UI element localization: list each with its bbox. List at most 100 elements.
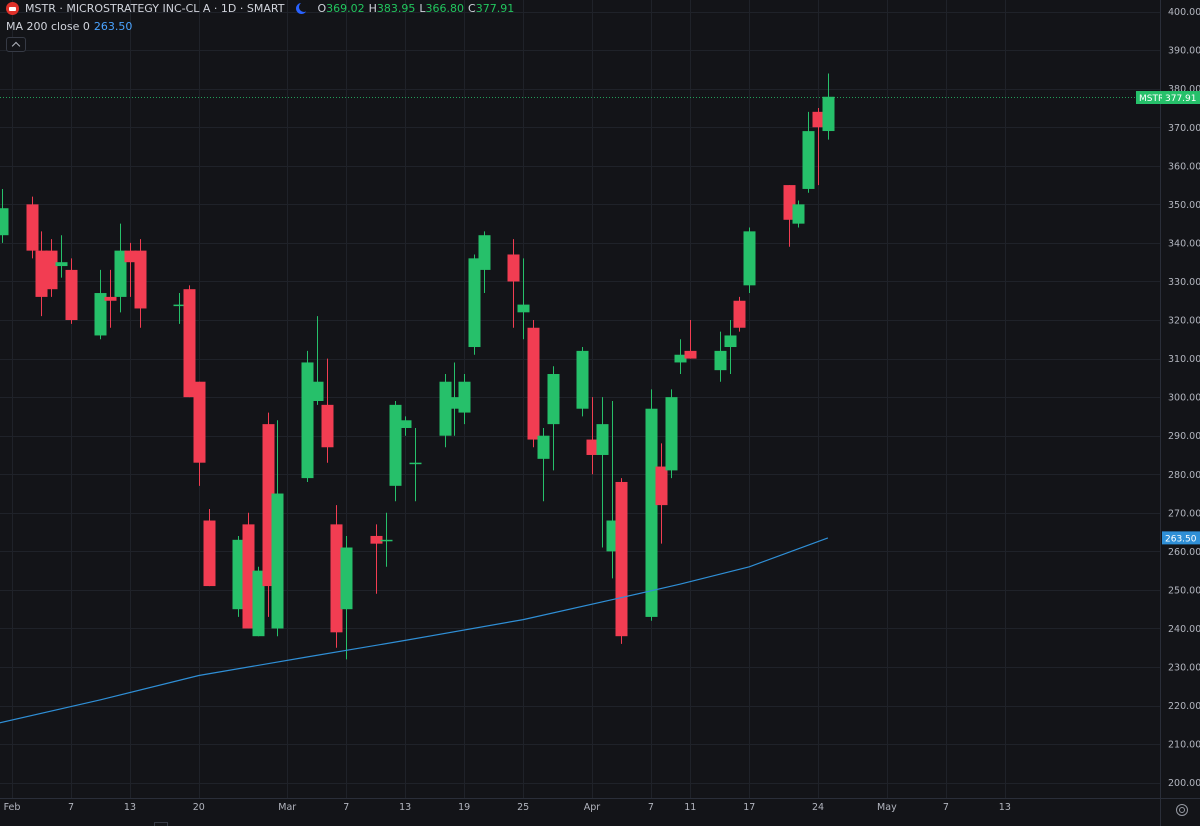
candle-body xyxy=(301,362,314,479)
candle-body xyxy=(114,250,127,297)
price-tick-label: 380.00 xyxy=(1168,84,1200,95)
price-tick-label: 220.00 xyxy=(1168,701,1200,712)
time-tick-label: 7 xyxy=(648,802,654,813)
ohlc-key: O xyxy=(317,2,327,15)
price-tick-label: 350.00 xyxy=(1168,200,1200,211)
ohlc-close: 377.91 xyxy=(475,2,515,15)
price-tick-label: 320.00 xyxy=(1168,316,1200,327)
price-tick-label: 230.00 xyxy=(1168,663,1200,674)
candle-body xyxy=(409,462,422,465)
candle-body xyxy=(0,208,9,236)
candle-body xyxy=(822,96,835,132)
candle-body xyxy=(812,111,825,128)
time-tick-label: Feb xyxy=(4,802,21,813)
time-tick-label: 25 xyxy=(517,802,529,813)
candle-body xyxy=(645,408,658,617)
ohlc-low: 366.80 xyxy=(425,2,465,15)
ohlc-values: O369.02 H383.95 L366.80 C377.91 xyxy=(317,2,514,15)
chevron-up-icon[interactable] xyxy=(6,37,26,52)
candle-body xyxy=(193,381,206,463)
candle-body xyxy=(321,404,334,448)
last-price-symbol-box xyxy=(1136,91,1170,104)
candle-body xyxy=(35,250,48,297)
price-tick-label: 300.00 xyxy=(1168,393,1200,404)
chart-legend: MSTR · MICROSTRATEGY INC-CL A · 1D · SMA… xyxy=(6,2,514,15)
price-tick-label: 360.00 xyxy=(1168,161,1200,172)
candle-body xyxy=(124,250,137,263)
candle-body xyxy=(252,570,265,637)
symbol-title[interactable]: MSTR · MICROSTRATEGY INC-CL A · 1D · SMA… xyxy=(25,2,285,15)
price-tick-label: 310.00 xyxy=(1168,354,1200,365)
candle-body xyxy=(527,327,540,440)
ma-legend-value: 263.50 xyxy=(93,20,133,33)
candle-body xyxy=(733,300,746,328)
candle-body xyxy=(468,258,481,348)
candle-body xyxy=(517,304,530,313)
candle-body xyxy=(576,350,589,409)
gear-icon[interactable] xyxy=(1176,804,1188,816)
candle-body xyxy=(714,350,727,371)
ma-legend-label: MA 200 close 0 xyxy=(6,20,90,33)
candle-body xyxy=(674,354,687,363)
price-tick-label: 210.00 xyxy=(1168,740,1200,751)
candle-body xyxy=(380,539,393,542)
candle-body xyxy=(26,204,39,251)
ohlc-key: H xyxy=(368,2,377,15)
candle-body xyxy=(596,424,609,455)
candle-body xyxy=(134,250,147,309)
candle-body xyxy=(743,231,756,286)
pane-resize-handle[interactable] xyxy=(154,822,168,826)
candle-body xyxy=(271,493,284,629)
time-tick-label: May xyxy=(877,802,897,813)
last-price-value-box xyxy=(1162,91,1200,104)
ma200-line xyxy=(0,537,829,724)
price-tick-label: 400.00 xyxy=(1168,7,1200,18)
moon-icon xyxy=(296,2,310,14)
price-tick-label: 280.00 xyxy=(1168,470,1200,481)
ma-value-label: 263.50 xyxy=(1165,534,1197,544)
candle-body xyxy=(655,466,668,506)
price-tick-label: 200.00 xyxy=(1168,778,1200,789)
time-tick-label: 24 xyxy=(812,802,824,813)
price-tick-label: 270.00 xyxy=(1168,508,1200,519)
price-tick-label: 390.00 xyxy=(1168,46,1200,57)
time-tick-label: Mar xyxy=(278,802,296,813)
candle-body xyxy=(586,439,599,455)
last-price-symbol: MSTR xyxy=(1139,94,1164,104)
ohlc-high: 383.95 xyxy=(376,2,416,15)
price-tick-label: 250.00 xyxy=(1168,585,1200,596)
ma-legend[interactable]: MA 200 close 0 263.50 xyxy=(6,20,132,33)
time-tick-label: 7 xyxy=(68,802,74,813)
candle-body xyxy=(203,520,216,587)
candle-body xyxy=(94,293,107,336)
candle-body xyxy=(478,235,491,270)
time-tick-label: 11 xyxy=(684,802,696,813)
candle-body xyxy=(684,350,697,359)
candle-body xyxy=(448,397,461,409)
ohlc-key: L xyxy=(419,2,426,15)
price-tick-label: 240.00 xyxy=(1168,624,1200,635)
time-tick-label: 13 xyxy=(124,802,136,813)
time-tick-label: Apr xyxy=(584,802,601,813)
time-tick-label: 19 xyxy=(458,802,470,813)
candle-body xyxy=(615,481,628,637)
last-price-value: 377.91 xyxy=(1165,94,1197,104)
candle-body xyxy=(340,547,353,610)
candle-body xyxy=(792,204,805,224)
price-tick-label: 260.00 xyxy=(1168,547,1200,558)
candle-body xyxy=(802,131,815,189)
candle-body xyxy=(232,539,245,610)
time-tick-label: 13 xyxy=(999,802,1011,813)
last-price-label: MSTR 377.91 xyxy=(1136,91,1200,104)
candle-body xyxy=(45,250,58,290)
ohlc-key: C xyxy=(468,2,476,15)
candle-body xyxy=(65,269,78,321)
time-tick-label: 7 xyxy=(343,802,349,813)
candle-body xyxy=(399,420,412,428)
ma-value-box xyxy=(1162,531,1200,545)
candle-body xyxy=(370,535,383,544)
price-tick-label: 370.00 xyxy=(1168,123,1200,134)
candle-body xyxy=(104,296,117,301)
